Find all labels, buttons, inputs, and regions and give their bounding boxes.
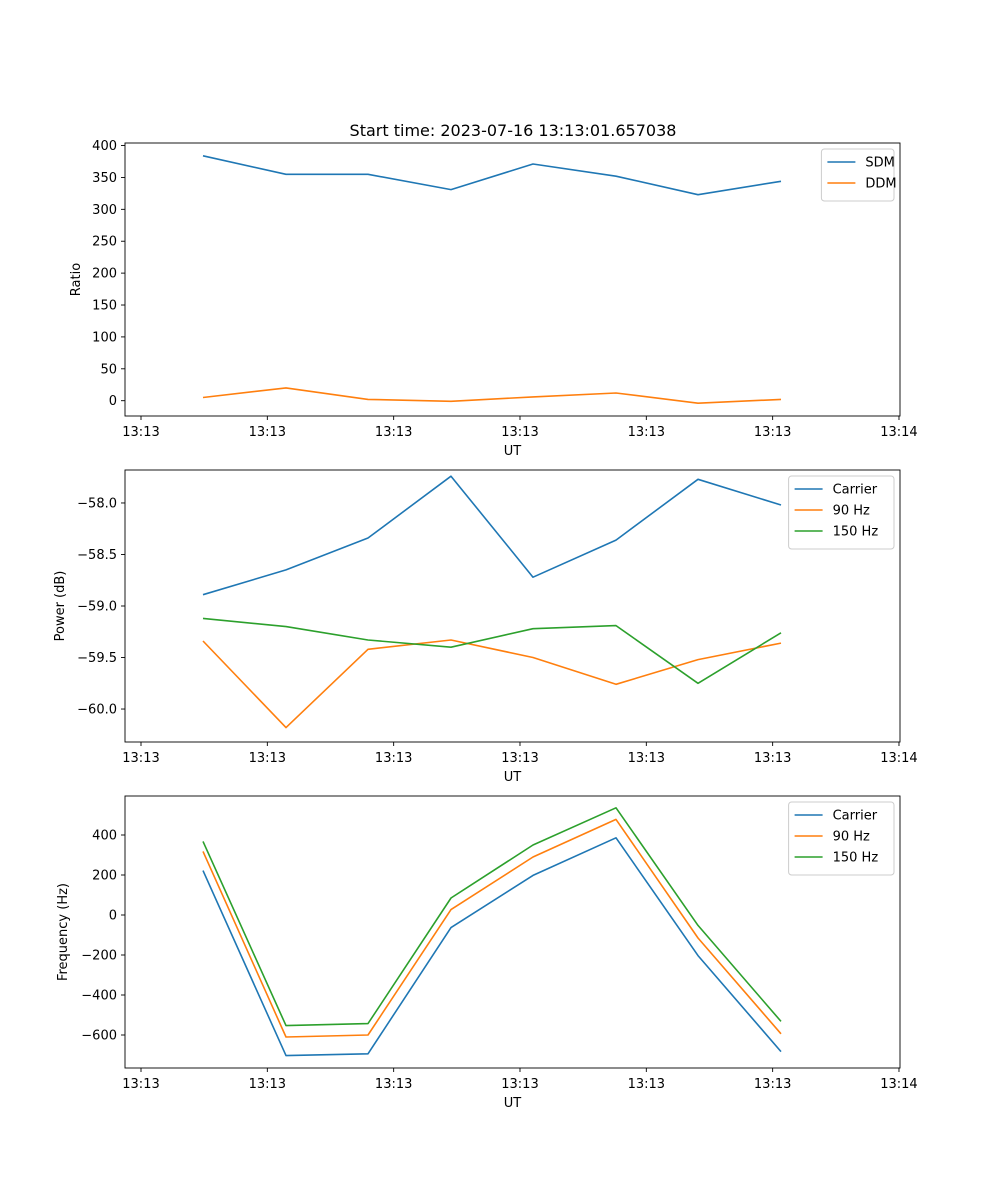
y-axis-label: Power (dB) bbox=[53, 571, 68, 642]
legend-label-150-hz: 150 Hz bbox=[833, 851, 879, 866]
legend-label-sdm: SDM bbox=[865, 156, 894, 171]
x-tick-label: 13:13 bbox=[628, 751, 665, 766]
series-line-sdm bbox=[202, 155, 782, 196]
x-tick-label: 13:13 bbox=[754, 425, 791, 440]
legend-label-ddm: DDM bbox=[865, 177, 896, 192]
x-axis-label: UT bbox=[504, 444, 522, 459]
series-line-ddm bbox=[202, 387, 782, 405]
y-tick-label: 0 bbox=[109, 394, 117, 409]
y-tick-label: −600 bbox=[81, 1029, 117, 1044]
x-tick-label: 13:13 bbox=[501, 1077, 538, 1092]
x-tick-label: 13:13 bbox=[501, 751, 538, 766]
y-tick-label: −59.0 bbox=[77, 600, 117, 615]
x-tick-label: 13:13 bbox=[628, 1077, 665, 1092]
series-line-carrier bbox=[202, 836, 782, 1057]
y-axis-label: Frequency (Hz) bbox=[56, 883, 71, 981]
y-tick-label: −59.5 bbox=[77, 651, 117, 666]
x-tick-label: 13:13 bbox=[122, 751, 159, 766]
legend-label-carrier: Carrier bbox=[833, 483, 878, 498]
y-tick-label: −60.0 bbox=[77, 703, 117, 718]
x-tick-label: 13:13 bbox=[249, 425, 286, 440]
y-tick-label: −58.0 bbox=[77, 496, 117, 511]
x-tick-label: 13:13 bbox=[375, 1077, 412, 1092]
x-tick-label: 13:13 bbox=[501, 425, 538, 440]
legend-label-carrier: Carrier bbox=[833, 809, 878, 824]
y-tick-label: −400 bbox=[81, 989, 117, 1004]
x-axis-label: UT bbox=[504, 1096, 522, 1111]
x-tick-label: 13:13 bbox=[628, 425, 665, 440]
x-tick-label: 13:14 bbox=[880, 1077, 917, 1092]
y-tick-label: 350 bbox=[92, 171, 117, 186]
y-tick-label: 100 bbox=[92, 330, 117, 345]
y-tick-label: 0 bbox=[109, 909, 117, 924]
figure-title: Start time: 2023-07-16 13:13:01.657038 bbox=[350, 121, 677, 140]
x-tick-label: 13:13 bbox=[375, 751, 412, 766]
legend-label-90-hz: 90 Hz bbox=[833, 504, 870, 519]
y-tick-label: 200 bbox=[92, 869, 117, 884]
series-line-150-hz bbox=[202, 617, 782, 685]
y-tick-label: 400 bbox=[92, 139, 117, 154]
y-tick-label: 400 bbox=[92, 829, 117, 844]
y-tick-label: 200 bbox=[92, 267, 117, 282]
legend-label-90-hz: 90 Hz bbox=[833, 830, 870, 845]
x-tick-label: 13:13 bbox=[122, 1077, 159, 1092]
x-tick-label: 13:13 bbox=[754, 751, 791, 766]
series-line-carrier bbox=[202, 475, 782, 596]
axes-frame bbox=[124, 469, 901, 743]
x-tick-label: 13:13 bbox=[122, 425, 159, 440]
y-tick-label: −200 bbox=[81, 949, 117, 964]
frequency-panel: 13:13 13:13 13:13 13:13 13:13 13:13 13:14 −600 −… bbox=[56, 795, 918, 1111]
series-line-150-hz bbox=[202, 806, 782, 1027]
power-panel: 13:13 13:13 13:13 13:13 13:13 13:13 13:14 −60.0… bbox=[53, 469, 918, 785]
x-tick-label: 13:13 bbox=[249, 751, 286, 766]
y-tick-label: −58.5 bbox=[77, 548, 117, 563]
y-axis-label: Ratio bbox=[69, 263, 84, 296]
x-tick-label: 13:14 bbox=[880, 425, 917, 440]
x-tick-label: 13:13 bbox=[249, 1077, 286, 1092]
x-axis-label: UT bbox=[504, 770, 522, 785]
y-tick-label: 250 bbox=[92, 235, 117, 250]
x-tick-label: 13:14 bbox=[880, 751, 917, 766]
legend-label-150-hz: 150 Hz bbox=[833, 525, 879, 540]
y-tick-label: 50 bbox=[100, 362, 117, 377]
x-tick-label: 13:13 bbox=[375, 425, 412, 440]
y-tick-label: 300 bbox=[92, 203, 117, 218]
axes-frame bbox=[124, 142, 901, 417]
y-tick-label: 150 bbox=[92, 299, 117, 314]
series-line-90-hz bbox=[202, 818, 782, 1038]
series-line-90-hz bbox=[202, 639, 782, 729]
axes-frame bbox=[124, 795, 901, 1069]
x-tick-label: 13:13 bbox=[754, 1077, 791, 1092]
ratio-panel: 13:13 13:13 13:13 13:13 13:13 13:13 13:14 0 50 10… bbox=[69, 139, 918, 459]
